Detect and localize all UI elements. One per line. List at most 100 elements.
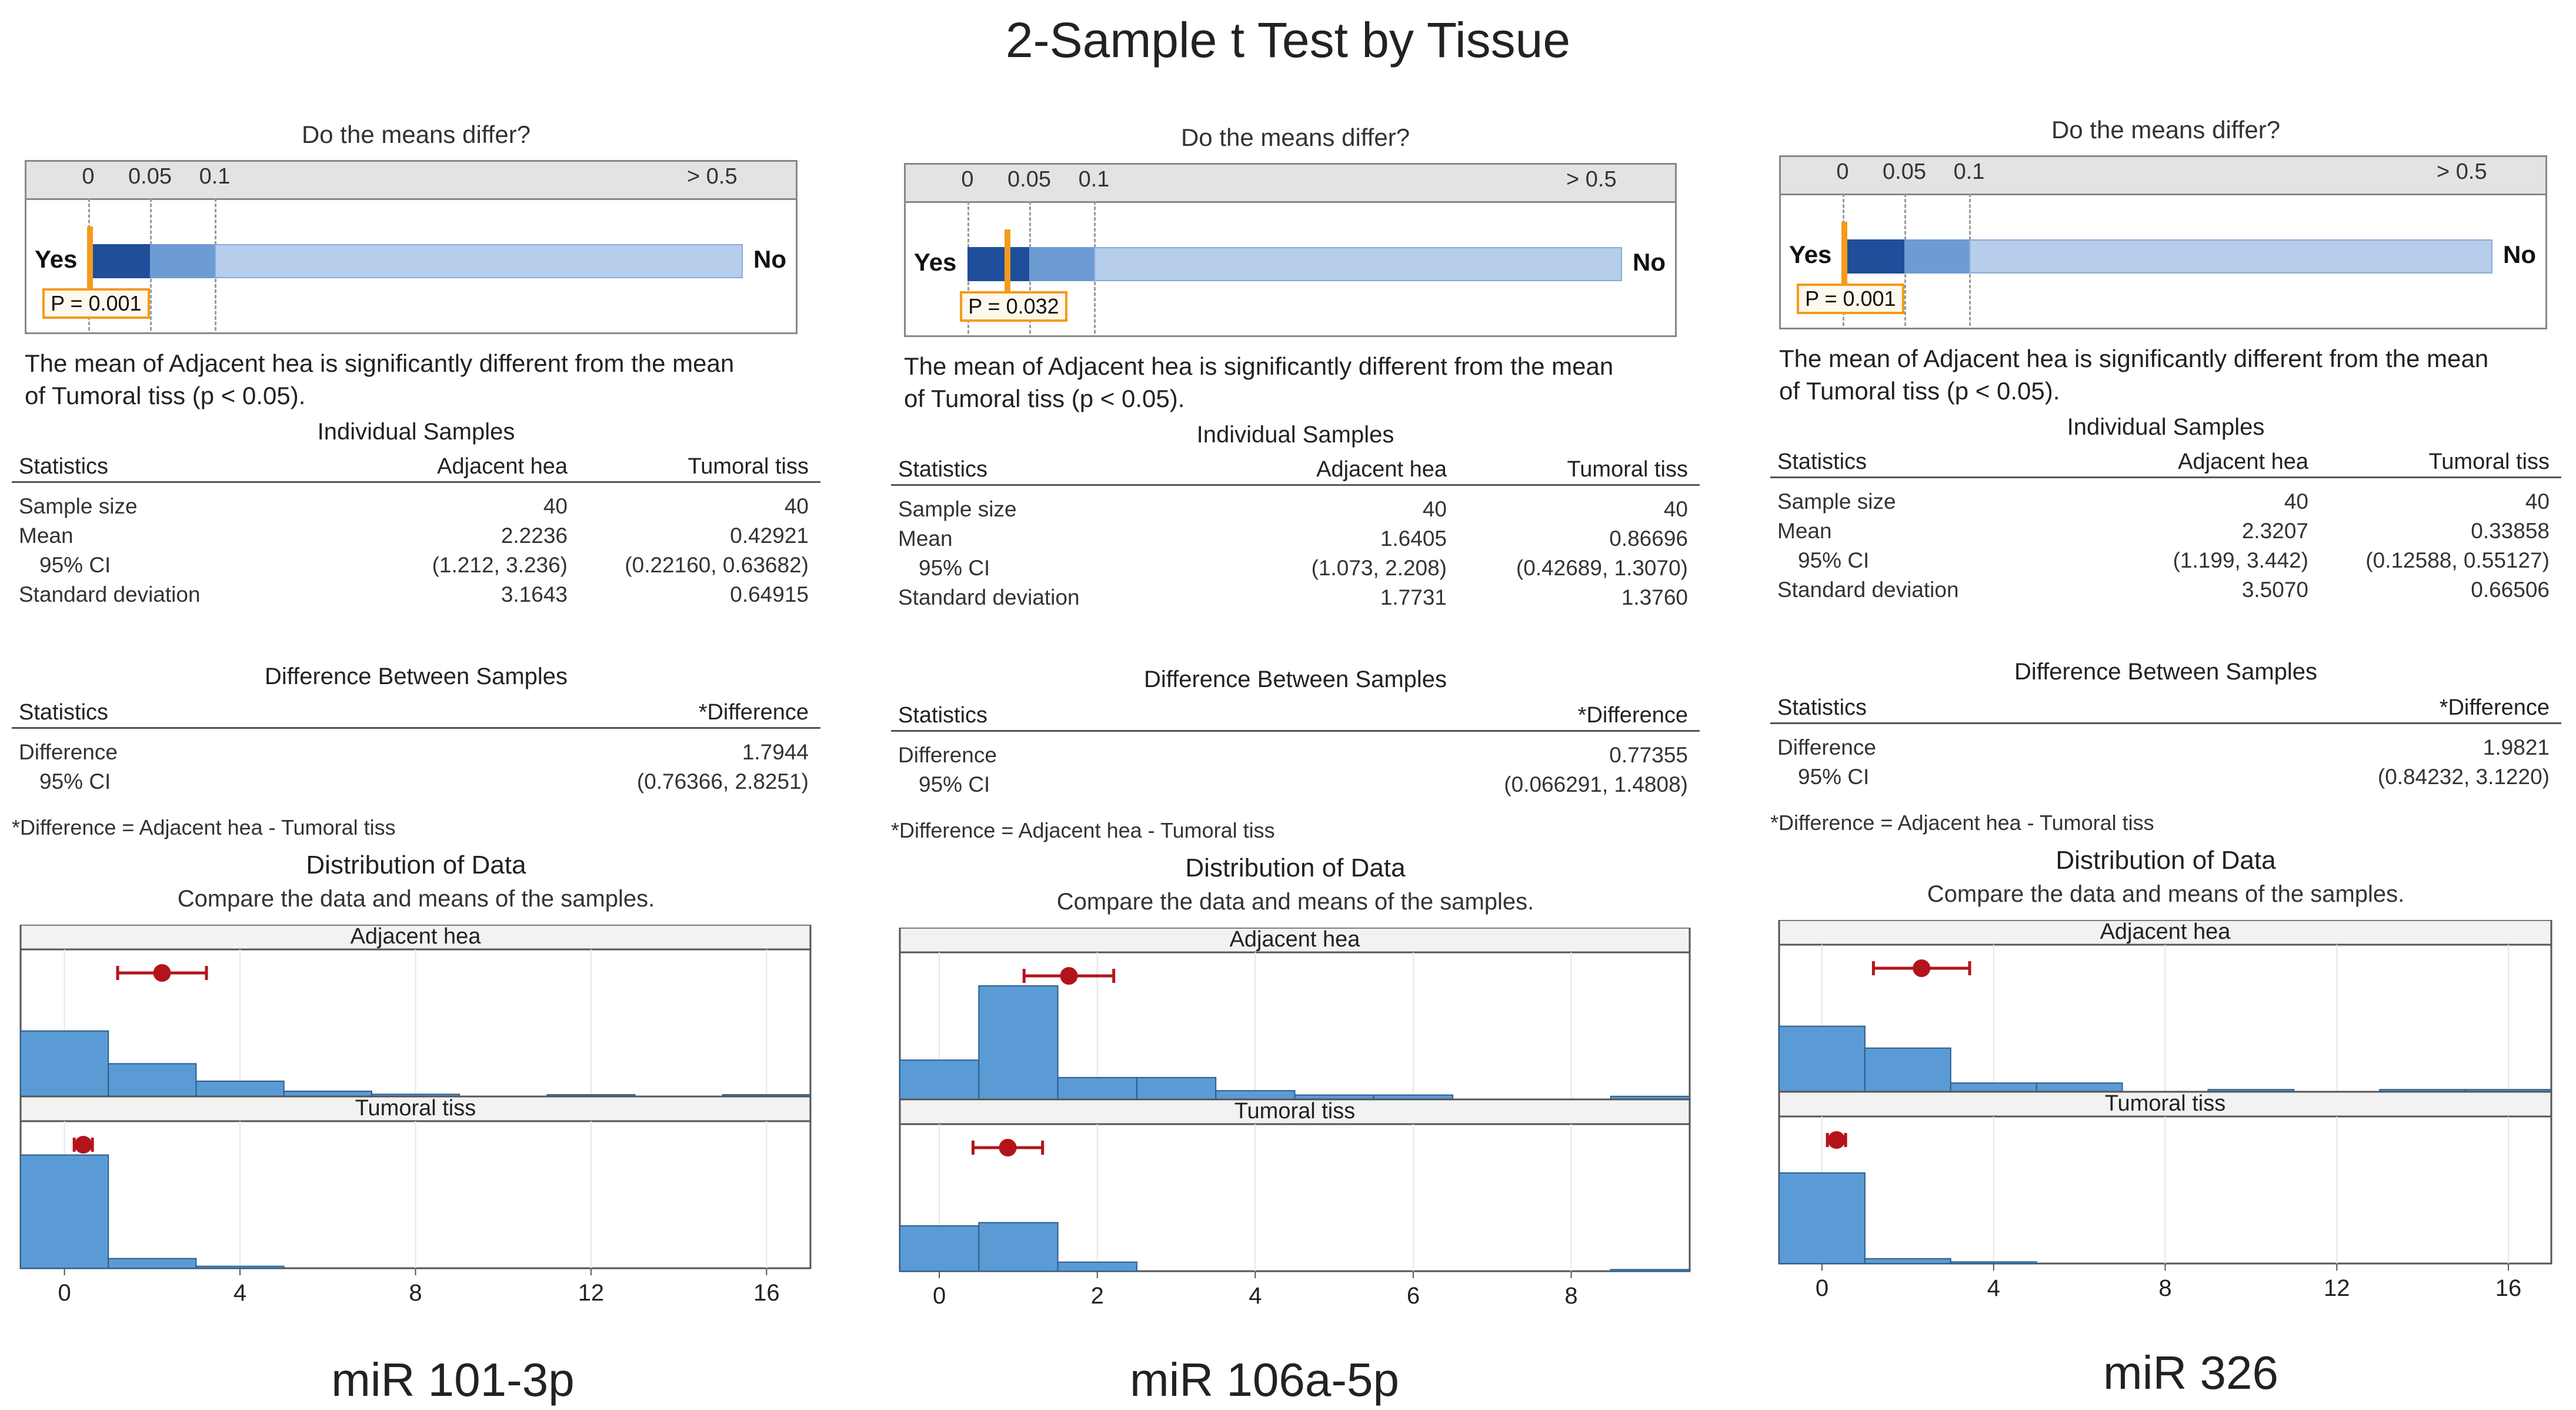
individual-samples-title: Individual Samples — [1196, 422, 1394, 448]
facet-strip — [19, 1095, 812, 1122]
table-row: Mean 2.2236 0.42921 — [12, 524, 820, 552]
table-cell: 0.86696 — [1609, 526, 1688, 551]
table-header-cell: Statistics — [898, 457, 988, 482]
table-header-cell: *Difference — [1577, 703, 1688, 728]
table-header: Statistics Adjacent hea Tumoral tiss — [891, 456, 1700, 486]
table-cell: 95% CI — [919, 772, 990, 796]
pvalue-label: P = 0.032 — [960, 291, 1067, 322]
table-row: 95% CI (1.212, 3.236) (0.22160, 0.63682) — [12, 553, 820, 581]
histogram-bar — [1057, 1076, 1137, 1100]
table-cell: 0.42921 — [730, 524, 809, 548]
table-cell: 95% CI — [1798, 548, 1870, 572]
table-cell: Mean — [1777, 519, 1832, 543]
table-cell: Standard deviation — [19, 582, 201, 606]
x-tick-label: 4 — [1249, 1283, 1262, 1309]
table-cell: 40 — [2525, 489, 2550, 514]
table-header-cell: *Difference — [2439, 695, 2550, 720]
histogram-bar — [20, 1154, 109, 1269]
table-header-cell: Statistics — [1777, 695, 1867, 720]
pvalue-bar: 0 0.05 0.1 > 0.5 Yes No P = 0.001 — [25, 160, 798, 334]
pvalue-tick-label: 0.05 — [1007, 167, 1051, 192]
pvalue-segment-nonsignificant — [215, 244, 743, 278]
pvalue-yes-label: Yes — [914, 248, 957, 276]
pvalue-tick-label: > 0.5 — [1566, 167, 1617, 192]
distribution-chart: Adjacent hea Tumoral tiss 0 2 4 6 8 — [899, 928, 1691, 1309]
histogram-bar — [20, 1030, 109, 1097]
conclusion-text: The mean of Adjacent hea is significantl… — [904, 352, 1614, 380]
facet-label: Tumoral tiss — [355, 1096, 476, 1121]
facet-label: Tumoral tiss — [2105, 1091, 2226, 1116]
table-cell: 95% CI — [39, 553, 111, 577]
table-cell: Difference — [19, 740, 118, 764]
table-header-cell: Adjacent hea — [1316, 457, 1447, 482]
difference-table: Statistics *Difference Difference 1.9821 95… — [1770, 694, 2561, 789]
difference-footnote: *Difference = Adjacent hea - Tumoral tis… — [12, 815, 396, 839]
pvalue-segment-marginal — [1029, 247, 1094, 281]
table-cell: 2.2236 — [500, 524, 568, 548]
pvalue-segment-marginal — [150, 244, 215, 278]
table-header-cell: Adjacent hea — [437, 454, 568, 479]
pvalue-yes-label: Yes — [35, 245, 78, 273]
table-cell: (0.066291, 1.4808) — [1504, 772, 1688, 796]
facet-label: Adjacent hea — [2100, 920, 2231, 944]
table-cell: 3.5070 — [2241, 578, 2308, 602]
conclusion-text: of Tumoral tiss (p < 0.05). — [25, 382, 306, 409]
table-cell: (0.76366, 2.8251) — [636, 769, 809, 794]
individual-samples-table: Statistics Adjacent hea Tumoral tiss Sample… — [1770, 448, 2561, 613]
pvalue-bar: 0 0.05 0.1 > 0.5 Yes No P = 0.001 — [1779, 155, 2547, 329]
pvalue-marker — [87, 226, 94, 290]
table-cell: Sample size — [898, 497, 1017, 521]
histogram-bar — [195, 1081, 285, 1098]
table-row: Difference 0.77355 — [891, 743, 1700, 771]
table-row: 95% CI (1.199, 3.442) (0.12588, 0.55127) — [1770, 548, 2561, 576]
panel-mir326: Do the means differ? 0 0.05 0.1 > 0.5 Yes No P … — [1770, 0, 2561, 1410]
mirna-label: miR 101-3p — [331, 1354, 575, 1406]
table-cell: (0.84232, 3.1220) — [2377, 765, 2550, 789]
table-row: Sample size 40 40 — [1770, 489, 2561, 518]
histogram-bar — [2036, 1082, 2123, 1092]
pvalue-segment-marginal — [1904, 239, 1969, 274]
table-row: Standard deviation 3.1643 0.64915 — [12, 582, 820, 611]
pvalue-label: P = 0.001 — [42, 288, 150, 319]
table-cell: Mean — [898, 526, 953, 551]
pvalue-tick-label: 0 — [1836, 159, 1849, 184]
facet-strip — [1778, 920, 2552, 946]
table-header: Statistics *Difference — [12, 699, 820, 729]
histogram-bar — [1778, 1025, 1866, 1092]
table-cell: 1.7731 — [1380, 585, 1447, 609]
distribution-subtitle: Compare the data and means of the sample… — [177, 886, 655, 912]
table-cell: 1.7944 — [742, 740, 809, 764]
table-header: Statistics *Difference — [1770, 694, 2561, 724]
histogram-bar — [899, 1225, 980, 1272]
histogram-bar — [1950, 1082, 2037, 1092]
table-row: Difference 1.7944 — [12, 740, 820, 768]
individual-samples-title: Individual Samples — [317, 419, 515, 445]
facet-label: Adjacent hea — [1230, 928, 1361, 952]
x-tick-label: 16 — [2495, 1275, 2522, 1301]
pvalue-no-label: No — [753, 245, 786, 273]
table-header: Statistics *Difference — [891, 702, 1700, 732]
table-cell: 40 — [1663, 497, 1688, 521]
pvalue-marker — [1841, 222, 1848, 285]
table-cell: 0.33858 — [2471, 519, 2550, 543]
distribution-subtitle: Compare the data and means of the sample… — [1927, 881, 2405, 907]
histogram-bar — [108, 1258, 197, 1269]
x-tick-label: 0 — [1816, 1275, 1828, 1301]
individual-samples-table: Statistics Adjacent hea Tumoral tiss Sample… — [12, 453, 820, 618]
table-header-cell: Tumoral tiss — [688, 454, 809, 479]
table-cell: Mean — [19, 524, 74, 548]
x-tick-label: 4 — [233, 1280, 246, 1306]
mean-marker — [153, 964, 171, 982]
x-tick-label: 0 — [933, 1283, 946, 1309]
x-tick-label: 2 — [1091, 1283, 1104, 1309]
pvalue-tick-label: 0.05 — [1883, 159, 1926, 184]
histogram-bar — [1864, 1258, 1951, 1264]
table-header: Statistics Adjacent hea Tumoral tiss — [1770, 448, 2561, 478]
table-cell: 40 — [784, 494, 809, 518]
pvalue-tick-label: 0.1 — [199, 164, 231, 189]
pvalue-tick-label: 0.1 — [1953, 159, 1985, 184]
table-cell: Standard deviation — [898, 585, 1080, 609]
mean-marker — [1827, 1131, 1846, 1149]
table-cell: 1.9821 — [2482, 735, 2550, 759]
difference-title: Difference Between Samples — [1143, 666, 1447, 692]
